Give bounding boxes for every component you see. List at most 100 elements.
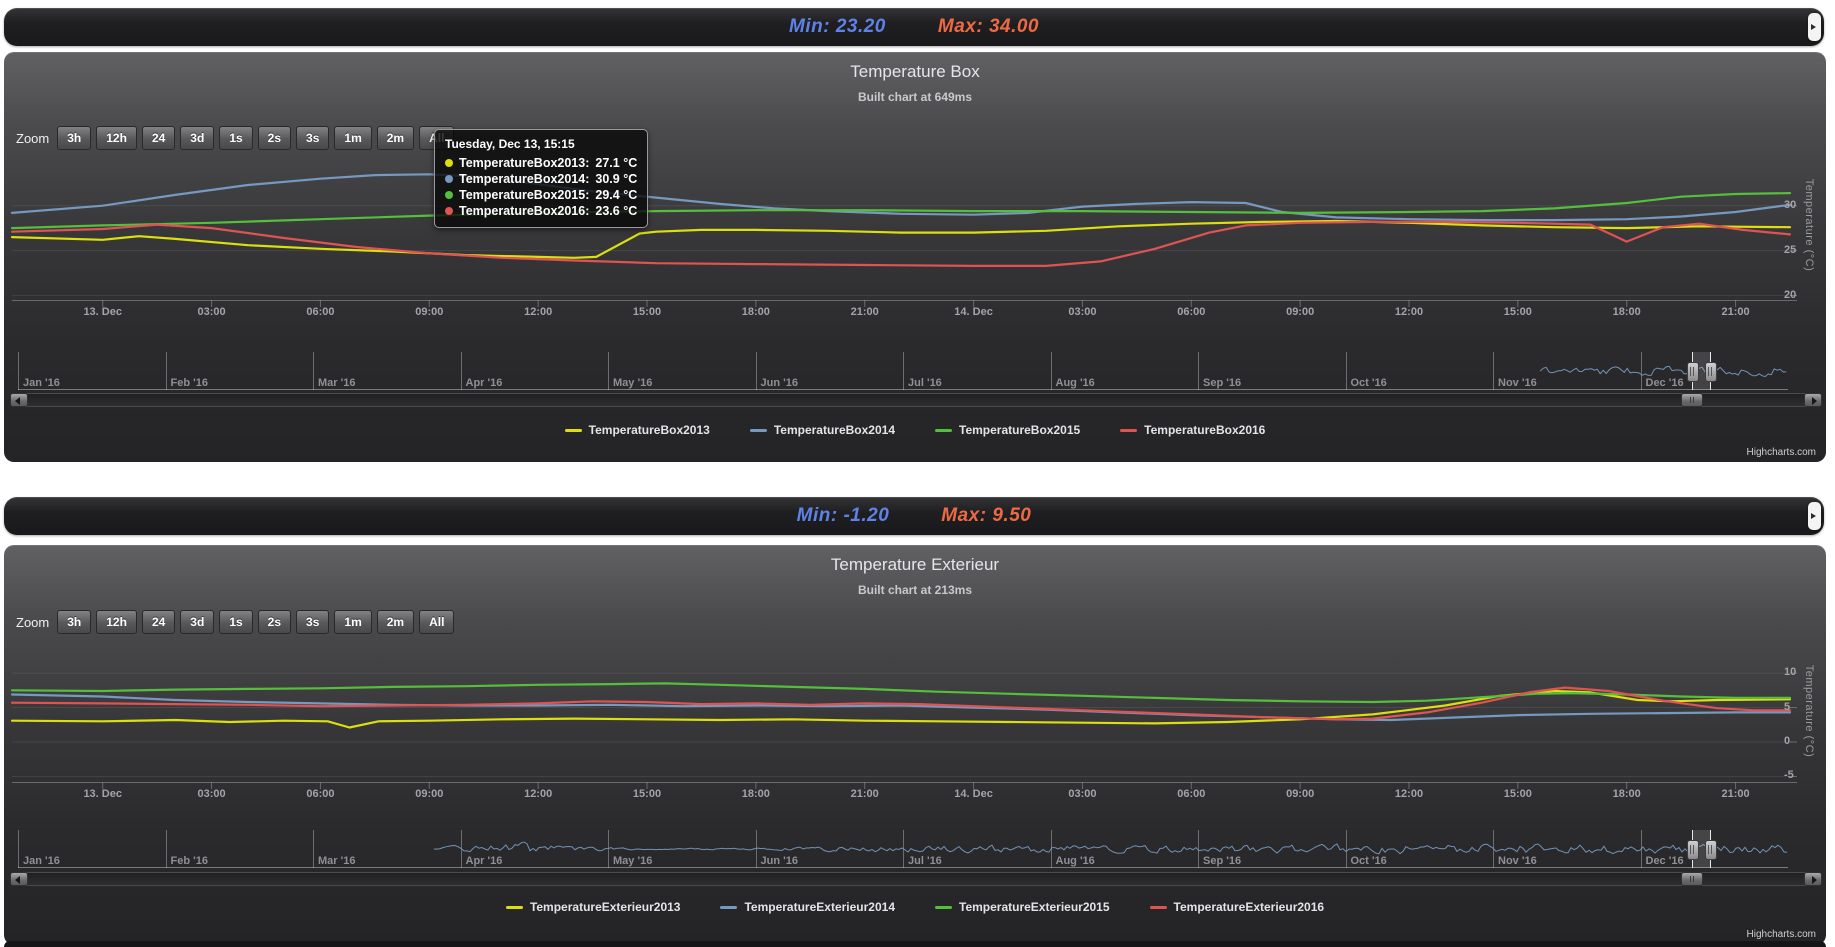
x-axis-label: 03:00: [1068, 306, 1097, 318]
series-line-TemperatureExterieur2015: [10, 682, 1792, 704]
scrollbar-thumb[interactable]: [1681, 393, 1704, 407]
x-axis-label: 09:00: [415, 306, 444, 318]
y-axis-title: Temperature (°C): [1803, 178, 1815, 272]
x-axis-label: 12:00: [524, 788, 553, 800]
legend-item-TemperatureExterieur2015[interactable]: TemperatureExterieur2015: [935, 900, 1110, 914]
navigator-handle-left[interactable]: [1687, 362, 1700, 382]
legend-marker: [1120, 428, 1138, 432]
tooltip-series-value: 27.1 °C: [595, 156, 638, 170]
x-axis-label: 21:00: [850, 788, 879, 800]
scrollbar-thumb[interactable]: [1681, 872, 1704, 886]
navigator-handle-right[interactable]: [1705, 840, 1718, 860]
tooltip-row: TemperatureBox2016: 23.6 °C: [445, 203, 637, 219]
y-axis-label: 5: [1784, 700, 1791, 713]
tooltip-series-name: TemperatureBox2016:: [459, 204, 590, 218]
legend-marker: [749, 428, 767, 432]
scrollbar-right-button[interactable]: [1804, 393, 1822, 407]
navigator-axis-line: [18, 867, 1788, 868]
series-line-TemperatureExterieur2014: [10, 693, 1792, 722]
legend: TemperatureBox2013 TemperatureBox2014 Temp…: [4, 423, 1826, 437]
zoom-button-3d[interactable]: 3d: [180, 610, 215, 634]
header-scroll-button[interactable]: [1808, 502, 1821, 530]
zoom-button-1m[interactable]: 1m: [334, 610, 372, 634]
tooltip-series-name: TemperatureBox2014:: [459, 172, 590, 186]
zoom-button-3d[interactable]: 3d: [180, 126, 215, 150]
x-axis-label: 14. Dec: [954, 788, 993, 800]
x-axis-label: 09:00: [415, 788, 444, 800]
navigator-month-label: Jul '16: [908, 377, 942, 389]
highcharts-credits[interactable]: Highcharts.com: [1746, 929, 1816, 940]
zoom-button-2s[interactable]: 2s: [257, 126, 292, 150]
x-axis-label: 21:00: [1721, 306, 1750, 318]
zoom-button-12h[interactable]: 12h: [96, 126, 137, 150]
zoom-button-3h[interactable]: 3h: [57, 610, 92, 634]
navigator-month-label: Mar '16: [318, 855, 356, 867]
scrollbar-track[interactable]: [10, 872, 1822, 886]
navigator-month-separator: [460, 352, 462, 390]
legend-item-TemperatureExterieur2016[interactable]: TemperatureExterieur2016: [1149, 900, 1324, 914]
scrollbar-left-button[interactable]: [10, 872, 28, 886]
header-scroll-button[interactable]: [1808, 13, 1821, 41]
x-axis-label: 06:00: [306, 788, 335, 800]
zoom-button-3s[interactable]: 3s: [296, 126, 330, 150]
legend-item-TemperatureExterieur2013[interactable]: TemperatureExterieur2013: [505, 900, 680, 914]
zoom-button-3s[interactable]: 3s: [296, 610, 330, 634]
highcharts-credits[interactable]: Highcharts.com: [1746, 447, 1816, 458]
legend-label: TemperatureExterieur2015: [959, 900, 1110, 914]
tooltip-series-value: 30.9 °C: [595, 172, 638, 186]
navigator-month-label: Feb '16: [170, 855, 208, 867]
zoom-button-24[interactable]: 24: [141, 126, 176, 150]
y-axis-label: 0: [1784, 735, 1791, 748]
x-axis-label: 06:00: [306, 306, 335, 318]
zoom-button-2m[interactable]: 2m: [376, 610, 415, 634]
legend-item-TemperatureBox2013[interactable]: TemperatureBox2013: [564, 423, 710, 437]
max-stat: Max: 9.50: [941, 505, 1032, 526]
navigator-month-label: Jun '16: [760, 377, 798, 389]
x-axis-label: 18:00: [741, 306, 770, 318]
zoom-button-2m[interactable]: 2m: [376, 126, 415, 150]
navigator-month-label: Nov '16: [1498, 855, 1537, 867]
scrollbar-track[interactable]: [10, 393, 1822, 407]
min-stat: Min: -1.20: [796, 505, 890, 526]
zoom-button-12h[interactable]: 12h: [96, 610, 137, 634]
y-axis-label: 20: [1784, 288, 1797, 301]
zoom-button-2s[interactable]: 2s: [257, 610, 292, 634]
chart-plot-area[interactable]: [4, 52, 1826, 462]
legend-item-TemperatureExterieur2014[interactable]: TemperatureExterieur2014: [720, 900, 895, 914]
zoom-button-1s[interactable]: 1s: [219, 610, 253, 634]
legend-item-TemperatureBox2016[interactable]: TemperatureBox2016: [1120, 423, 1265, 437]
legend-item-TemperatureBox2014[interactable]: TemperatureBox2014: [749, 423, 895, 437]
navigator-handle-right[interactable]: [1705, 362, 1718, 382]
navigator-month-separator: [1345, 830, 1347, 868]
series-line-TemperatureBox2016: [10, 220, 1792, 267]
navigator-handle-left[interactable]: [1687, 840, 1700, 860]
navigator-month-separator: [1640, 352, 1642, 390]
scrollbar-right-button[interactable]: [1804, 872, 1822, 886]
navigator-month-separator: [608, 830, 609, 868]
navigator[interactable]: Jan '16 Feb '16 Mar '16 Apr '16 May '16 Jun '…: [4, 830, 1826, 868]
legend-item-TemperatureBox2015[interactable]: TemperatureBox2015: [935, 423, 1080, 437]
chart-temperature-box: Temperature Box Built chart at 649ms Zoo…: [4, 52, 1826, 462]
x-axis-label: 09:00: [1286, 306, 1315, 318]
scrollbar-left-button[interactable]: [10, 393, 28, 407]
chart-title: Temperature Box: [850, 62, 980, 81]
zoom-button-1m[interactable]: 1m: [334, 126, 372, 150]
zoom-button-all[interactable]: All: [419, 610, 455, 634]
navigator-month-separator: [1345, 352, 1347, 390]
navigator[interactable]: Jan '16 Feb '16 Mar '16 Apr '16 May '16 Jun '…: [4, 352, 1826, 390]
zoom-button-3h[interactable]: 3h: [57, 126, 92, 150]
zoom-button-24[interactable]: 24: [141, 610, 176, 634]
navigator-month-separator: [1493, 352, 1494, 390]
navigator-month-separator: [165, 830, 167, 868]
chart-plot-area[interactable]: [4, 545, 1826, 945]
x-axis-label: 13. Dec: [83, 788, 122, 800]
navigator-month-label: May '16: [613, 377, 653, 389]
tooltip-series-value: 23.6 °C: [595, 204, 638, 218]
navigator-month-label: Dec '16: [1645, 855, 1684, 867]
chart-title: Temperature Exterieur: [830, 555, 1000, 574]
zoom-button-1s[interactable]: 1s: [219, 126, 253, 150]
